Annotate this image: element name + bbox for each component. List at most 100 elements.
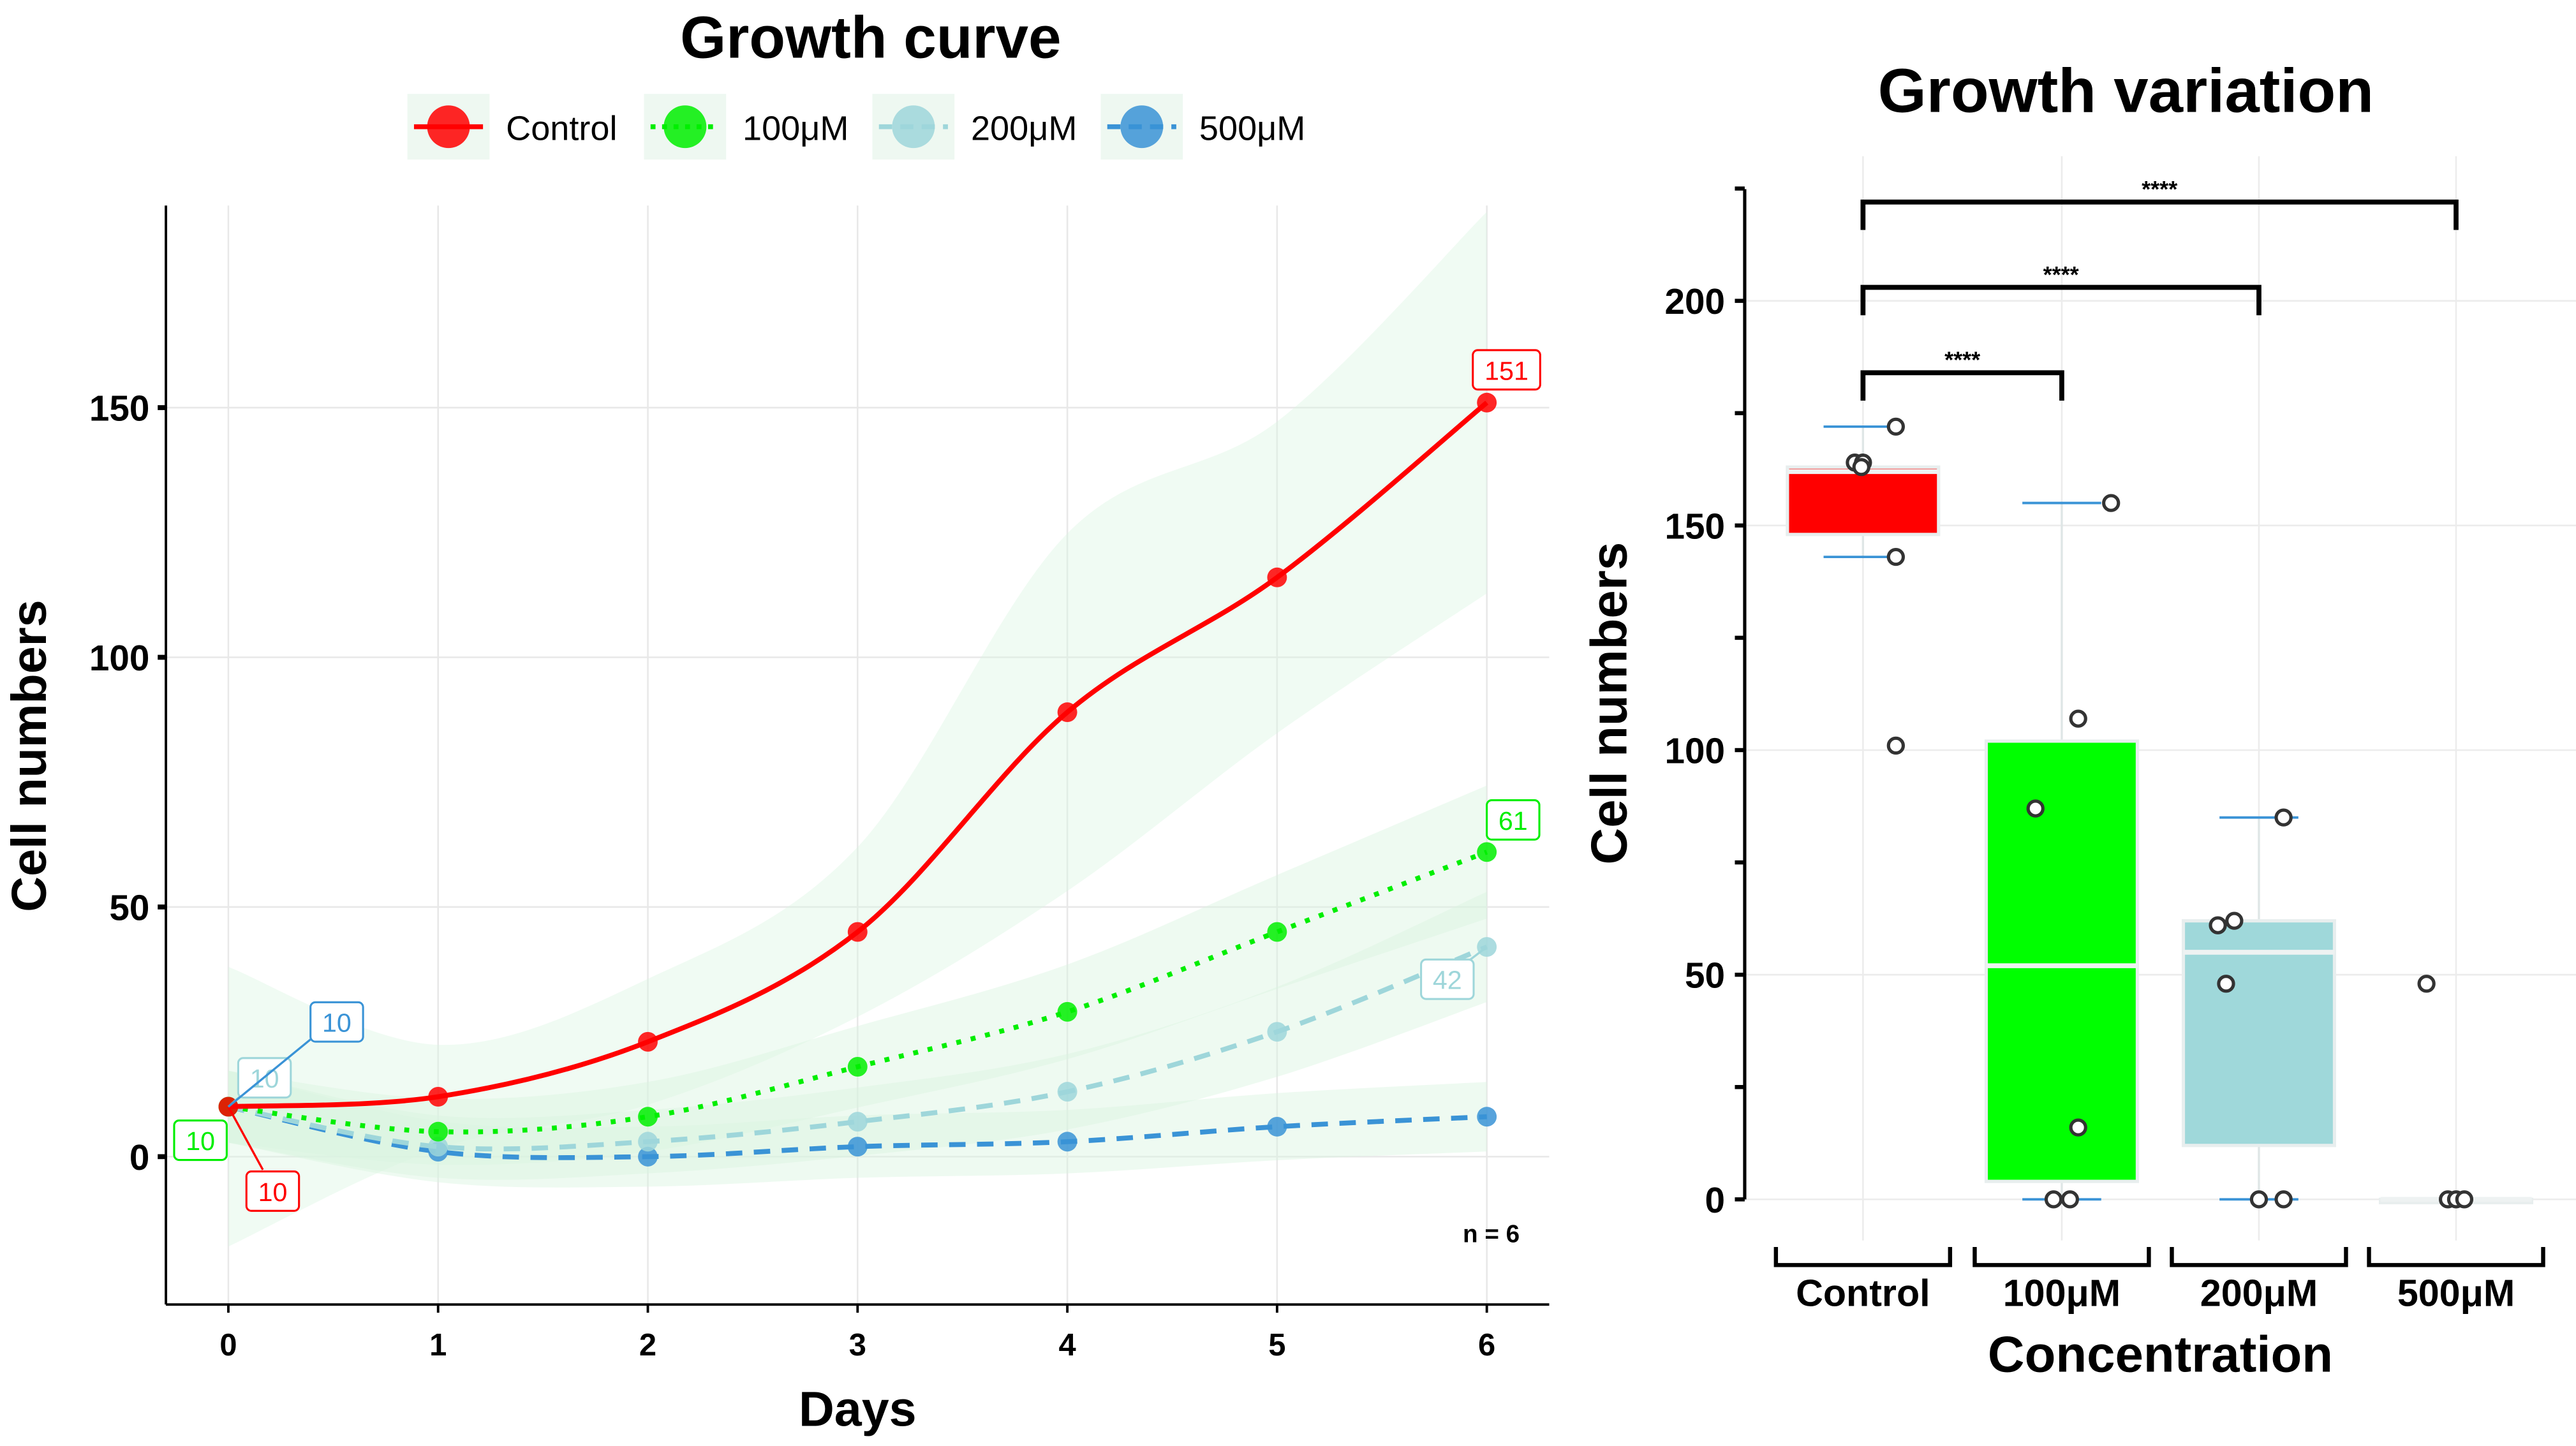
x-tick-label: 6 xyxy=(1478,1328,1495,1362)
legend: Control 100μM 200μM 500μM xyxy=(407,94,1305,160)
data-point xyxy=(2102,494,2121,512)
data-point xyxy=(1267,1022,1287,1042)
confidence-band xyxy=(228,212,1487,1247)
data-point xyxy=(847,1056,868,1077)
y-tick-label: 100 xyxy=(1665,732,1726,772)
label-leader xyxy=(1469,946,1488,961)
value-label: 42 xyxy=(1433,966,1462,995)
y-tick-label: 0 xyxy=(1705,1181,1726,1221)
data-point xyxy=(428,1086,448,1107)
data-point xyxy=(1477,842,1497,862)
y-axis-label: Cell numbers xyxy=(2,600,57,911)
data-point xyxy=(1057,1082,1077,1102)
legend-marker xyxy=(663,105,707,149)
significance-label: **** xyxy=(2043,262,2079,288)
x-tick-label: 5 xyxy=(1268,1328,1285,1362)
data-point xyxy=(1267,922,1287,942)
significance-bracket xyxy=(1860,370,2064,401)
legend-marker xyxy=(892,105,935,149)
data-point xyxy=(1477,1107,1497,1127)
x-axis-label: Days xyxy=(799,1382,917,1437)
label-leader xyxy=(227,1036,315,1108)
confidence-band xyxy=(228,785,1487,1165)
box-200μM xyxy=(2181,919,2337,1147)
data-point xyxy=(2249,1190,2269,1209)
x-tick-label: 200μM xyxy=(2200,1272,2318,1315)
data-point xyxy=(2069,709,2087,728)
data-point xyxy=(1057,702,1077,723)
box-Control xyxy=(1786,465,1941,536)
value-label-box xyxy=(1420,958,1475,1000)
data-point xyxy=(2225,911,2244,930)
data-point xyxy=(2217,975,2235,993)
data-point xyxy=(638,1107,658,1127)
value-label-box xyxy=(173,1119,228,1162)
data-point xyxy=(1057,1132,1077,1152)
value-label-box xyxy=(309,1001,364,1043)
data-point xyxy=(2044,1190,2063,1209)
x-axis-label: Concentration xyxy=(1988,1326,2333,1383)
data-point xyxy=(1267,1116,1287,1137)
data-point xyxy=(1886,417,1906,436)
value-label-box xyxy=(1486,799,1541,841)
y-axis-label: Cell numbers xyxy=(1581,542,1638,865)
value-label: 151 xyxy=(1484,356,1529,385)
x-axis-segment xyxy=(1773,1247,1953,1267)
data-point xyxy=(1477,392,1497,413)
x-axis-segment xyxy=(2170,1247,2348,1267)
data-point xyxy=(2274,808,2293,827)
data-point xyxy=(638,1146,658,1167)
value-label: 10 xyxy=(258,1177,288,1207)
value-label: 61 xyxy=(1499,806,1528,836)
y-tick-label: 150 xyxy=(89,389,150,429)
data-point xyxy=(1852,458,1870,476)
y-tick-label: 0 xyxy=(130,1138,150,1178)
value-label-box xyxy=(1472,349,1541,391)
legend-label: 200μM xyxy=(971,109,1077,147)
legend-label: 100μM xyxy=(743,109,848,147)
legend-marker xyxy=(1120,105,1164,149)
x-tick-label: 4 xyxy=(1058,1328,1076,1362)
value-label-box xyxy=(245,1170,300,1212)
value-label: 10 xyxy=(322,1008,352,1038)
growth-variation-chart: Growth variation **** **** **** 0 50 100 150 2… xyxy=(1581,55,2576,1383)
n-annotation: n = 6 xyxy=(1463,1220,1520,1248)
legend-marker xyxy=(427,105,470,149)
chart-title: Growth curve xyxy=(680,4,1061,71)
data-point xyxy=(2455,1190,2474,1209)
significance-bracket xyxy=(1860,284,2261,316)
data-point xyxy=(428,1137,448,1157)
data-point xyxy=(638,1132,658,1152)
data-point xyxy=(1057,1001,1077,1022)
significance-label: **** xyxy=(2142,176,2177,202)
label-leader xyxy=(227,1106,264,1170)
data-point xyxy=(2274,1190,2293,1209)
data-point xyxy=(2069,1118,2087,1137)
box-100μM xyxy=(1984,739,2139,1183)
x-tick-label: 3 xyxy=(849,1328,866,1362)
significance-bracket xyxy=(1860,199,2459,230)
data-point xyxy=(847,1112,868,1132)
x-tick-label: 2 xyxy=(639,1328,656,1362)
x-axis-segment xyxy=(2367,1247,2545,1267)
significance-label: **** xyxy=(1944,347,1980,373)
data-point xyxy=(1886,736,1906,755)
data-point xyxy=(638,1031,658,1052)
data-point xyxy=(847,1137,868,1157)
x-tick-label: 100μM xyxy=(2003,1272,2121,1315)
x-tick-label: 500μM xyxy=(2397,1272,2515,1315)
legend-label: Control xyxy=(506,109,617,147)
x-tick-label: 1 xyxy=(429,1328,447,1362)
data-point xyxy=(428,1121,448,1142)
y-tick-label: 150 xyxy=(1665,506,1726,547)
value-label: 10 xyxy=(186,1126,215,1156)
data-point xyxy=(2026,799,2045,818)
data-point xyxy=(2061,1190,2079,1209)
x-axis-segment xyxy=(1973,1247,2151,1267)
x-tick-label: Control xyxy=(1796,1272,1930,1315)
chart-title: Growth variation xyxy=(1878,55,2374,126)
y-tick-label: 100 xyxy=(89,638,150,679)
y-tick-label: 50 xyxy=(109,889,149,929)
growth-curve-chart: Growth curve Control 100μM 200μM 500μM 1010… xyxy=(2,4,1550,1437)
